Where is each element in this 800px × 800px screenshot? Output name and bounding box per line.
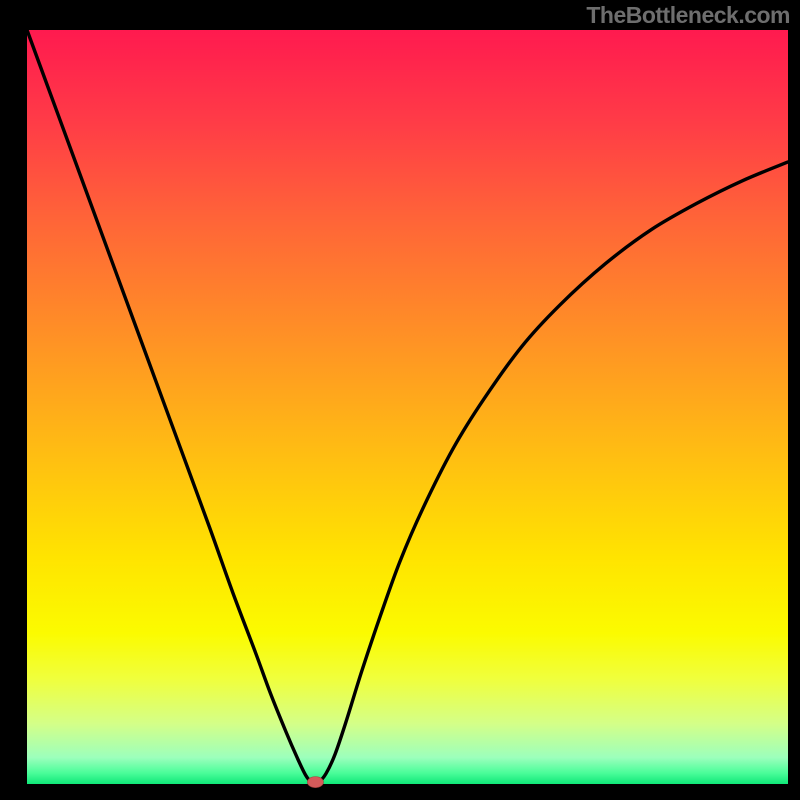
watermark-text: TheBottleneck.com [586,2,790,29]
bottleneck-chart [0,0,800,800]
plot-background [27,30,788,784]
chart-container: { "watermark": { "text": "TheBottleneck.… [0,0,800,800]
optimum-marker [307,777,323,788]
